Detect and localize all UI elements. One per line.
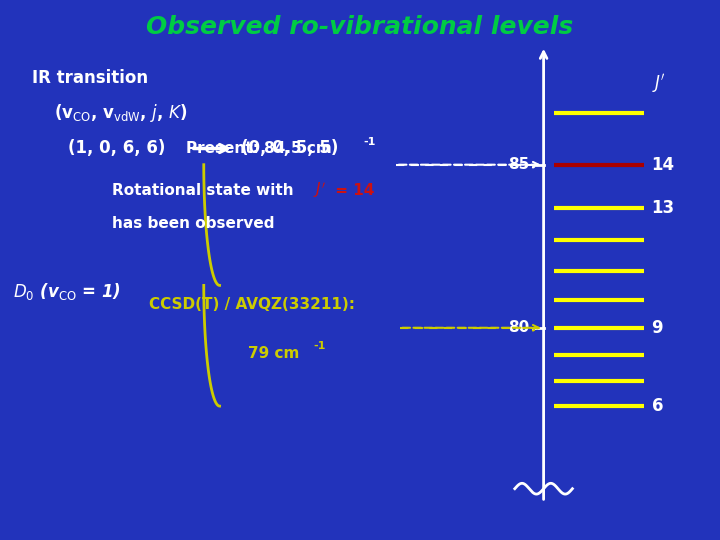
Text: (1, 0, 6, 6): (1, 0, 6, 6): [68, 139, 166, 158]
Text: has been observed: has been observed: [112, 215, 274, 231]
Text: IR transition: IR transition: [32, 69, 148, 87]
Text: Rotational state with: Rotational state with: [112, 183, 299, 198]
Text: = 14: = 14: [330, 183, 374, 198]
Text: CCSD(T) / AVQZ(33211):: CCSD(T) / AVQZ(33211):: [149, 297, 355, 312]
Text: -1: -1: [364, 137, 376, 147]
Text: Present: 84.5 cm: Present: 84.5 cm: [186, 141, 332, 156]
Text: 9: 9: [652, 319, 663, 337]
Text: (v$_{\rm CO}$, v$_{\rm vdW}$, $j$, $K$): (v$_{\rm CO}$, v$_{\rm vdW}$, $j$, $K$): [54, 103, 188, 124]
Text: 80: 80: [508, 320, 529, 335]
Text: 85: 85: [508, 157, 529, 172]
Text: $J'$: $J'$: [652, 72, 665, 95]
Text: 6: 6: [652, 397, 663, 415]
Text: -1: -1: [313, 341, 325, 350]
Text: $D_0$ (v$_{\rm CO}$ = 1): $D_0$ (v$_{\rm CO}$ = 1): [13, 281, 121, 302]
Text: $J'$: $J'$: [313, 181, 326, 200]
Text: 13: 13: [652, 199, 675, 217]
Text: 14: 14: [652, 156, 675, 174]
Text: (0, 0, 5, 5): (0, 0, 5, 5): [241, 139, 338, 158]
Text: Observed ro-vibrational levels: Observed ro-vibrational levels: [146, 15, 574, 39]
Text: 79 cm: 79 cm: [248, 346, 300, 361]
